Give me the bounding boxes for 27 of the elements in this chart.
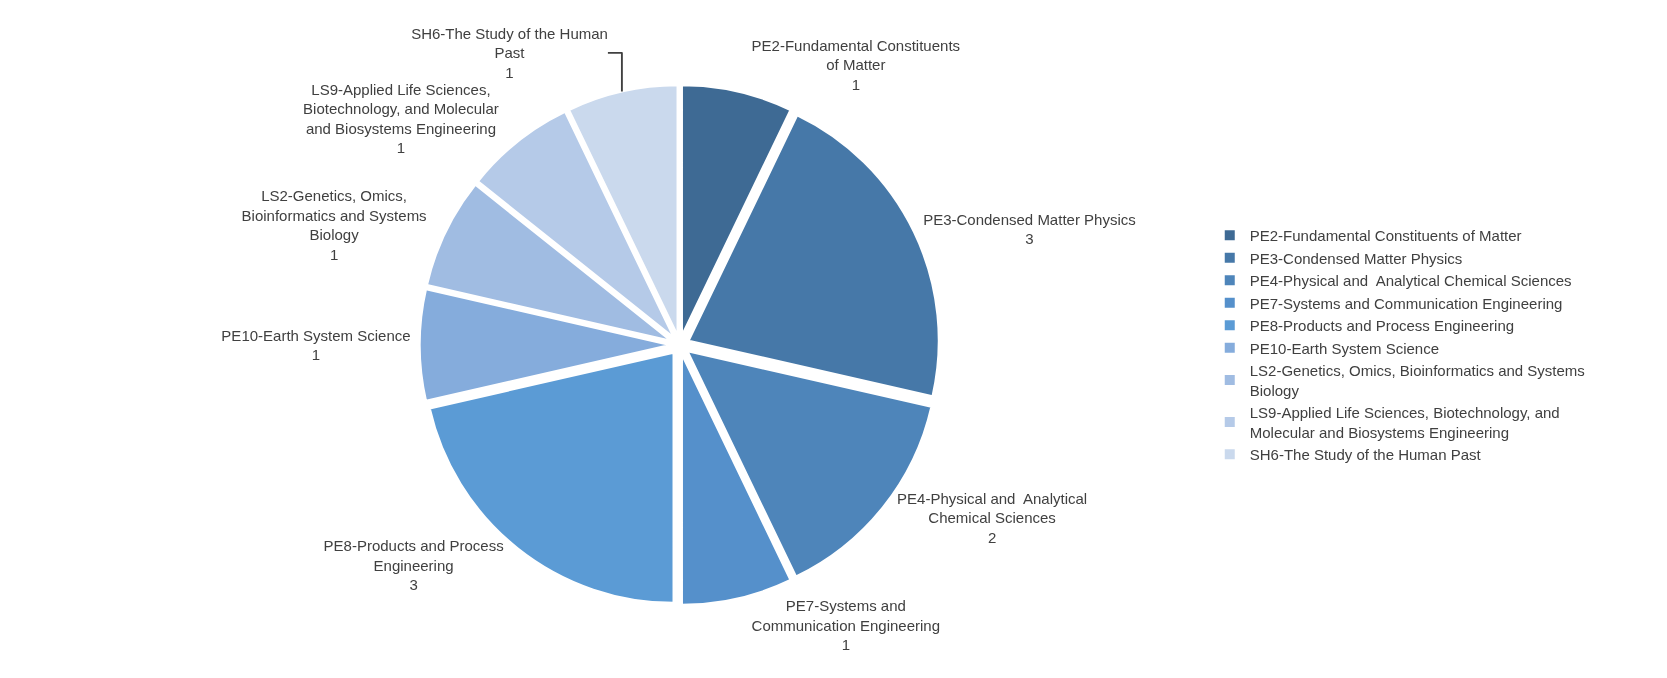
slice-label: PE10-Earth System Science bbox=[221, 326, 411, 344]
slice-label: LS2-Genetics, Omics, Bioinformatics and Systems Biology bbox=[241, 187, 427, 244]
data-label: 1 bbox=[505, 63, 514, 81]
legend-label: PE4-Physical and Analytical Chemical Sciences bbox=[1249, 272, 1572, 290]
legend-label: LS9-Applied Life Sciences, Biotechnology, and Molecular and Biosystems Engineering bbox=[1249, 404, 1560, 441]
legend-label: PE7-Systems and Communication Engineering bbox=[1249, 294, 1563, 312]
slice-label: PE4-Physical and Analytical Chemical Sciences bbox=[897, 489, 1088, 527]
slice-label: PE3-Condensed Matter Physics bbox=[923, 210, 1136, 228]
data-label: 3 bbox=[1025, 230, 1034, 247]
slice-label: PE8-Products and Process Engineering bbox=[323, 537, 504, 574]
data-label: 2 bbox=[987, 528, 997, 546]
data-label: 1 bbox=[396, 139, 406, 157]
data-label: 1 bbox=[329, 245, 339, 263]
slice-label: LS9-Applied Life Sciences, Biotechnology, and Molecular and Biosystems Engineering bbox=[303, 80, 499, 137]
data-label: 1 bbox=[851, 75, 860, 93]
legend-label: PE10-Earth System Science bbox=[1249, 339, 1440, 357]
slice-label: PE7-Systems and Communication Engineering bbox=[751, 597, 941, 634]
legend-label: PE3-Condensed Matter Physics bbox=[1249, 249, 1463, 267]
legend-label: LS2-Genetics, Omics, Bioinformatics and Systems Biology bbox=[1249, 362, 1585, 399]
data-label: 1 bbox=[311, 346, 321, 364]
data-label: 1 bbox=[841, 636, 850, 654]
data-label: 3 bbox=[409, 576, 418, 594]
legend-label: PE8-Products and Process Engineering bbox=[1249, 317, 1515, 335]
slice-label: PE2-Fundamental Constituents of Matter bbox=[751, 36, 961, 74]
legend-label: SH6-The Study of the Human Past bbox=[1249, 446, 1482, 464]
legend-label: PE2-Fundamental Constituents of Matter bbox=[1249, 227, 1522, 245]
slice-label: SH6-The Study of the Human Past bbox=[411, 24, 608, 62]
